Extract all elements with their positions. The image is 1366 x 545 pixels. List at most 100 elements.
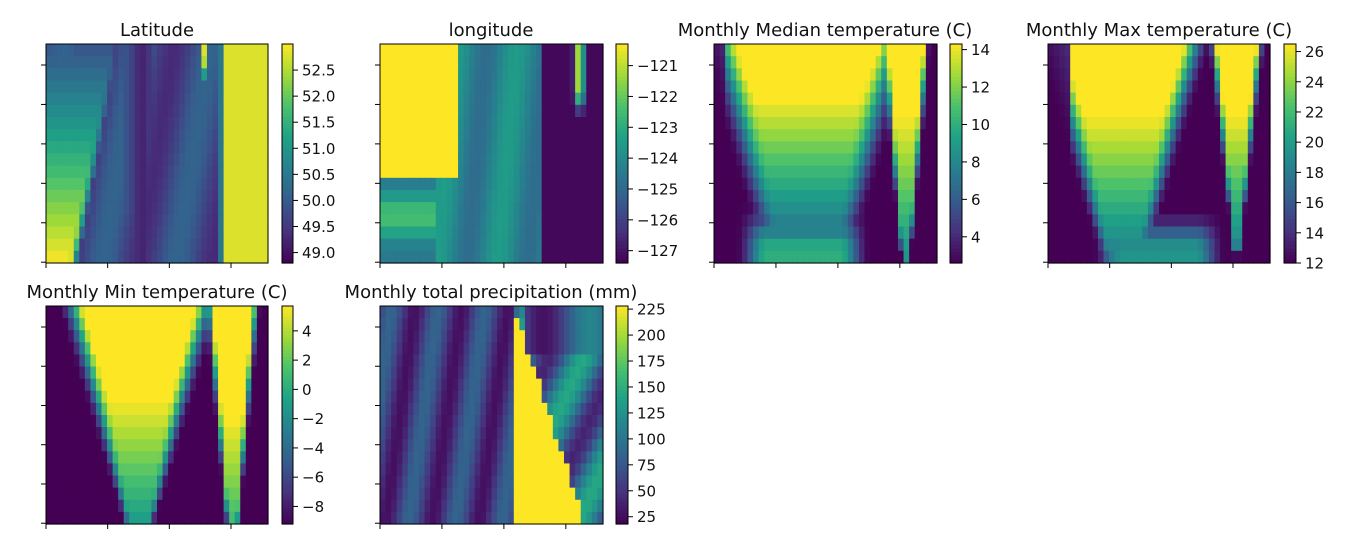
heatmap-cell bbox=[173, 463, 180, 477]
heatmap-cell bbox=[419, 366, 426, 380]
heatmap-cell bbox=[424, 402, 431, 416]
heatmap-cell bbox=[1048, 190, 1055, 203]
heatmap-cell bbox=[1064, 190, 1071, 203]
heatmap-cell bbox=[1142, 165, 1149, 179]
heatmap-cell bbox=[151, 439, 158, 452]
heatmap-cell bbox=[808, 177, 815, 191]
heatmap-cell bbox=[741, 238, 749, 252]
colorbar-tick-label: 50.5 bbox=[302, 166, 335, 184]
heatmap-cell bbox=[218, 117, 225, 130]
colorbar-segment bbox=[282, 102, 293, 107]
heatmap-cell bbox=[1081, 153, 1088, 167]
heatmap-cell bbox=[814, 226, 821, 240]
heatmap-cell bbox=[385, 56, 392, 69]
heatmap-cell bbox=[569, 92, 576, 106]
heatmap-cell bbox=[195, 153, 202, 167]
heatmap-cell bbox=[245, 250, 252, 264]
heatmap-cell bbox=[1114, 238, 1121, 252]
heatmap-cell bbox=[881, 104, 888, 118]
heatmap-cell bbox=[95, 330, 103, 343]
heatmap-cell bbox=[84, 202, 91, 215]
colorbar-segment bbox=[282, 44, 293, 49]
heatmap-cell bbox=[780, 56, 788, 69]
heatmap-cell bbox=[112, 202, 119, 215]
heatmap-cell bbox=[51, 214, 58, 228]
heatmap-cell bbox=[563, 92, 571, 106]
heatmap-cell bbox=[179, 487, 186, 501]
heatmap-cell bbox=[1147, 250, 1155, 264]
heatmap-cell bbox=[819, 129, 827, 142]
heatmap-cell bbox=[586, 250, 593, 264]
heatmap-cell bbox=[474, 378, 481, 392]
heatmap-cell bbox=[112, 487, 119, 501]
heatmap-cell bbox=[803, 177, 810, 191]
heatmap-cell bbox=[123, 511, 130, 525]
heatmap-cell bbox=[753, 104, 760, 118]
heatmap-cell bbox=[886, 141, 893, 155]
heatmap-cells bbox=[380, 44, 604, 264]
heatmap-cell bbox=[547, 129, 554, 142]
heatmap-cell bbox=[452, 238, 459, 252]
colorbar-segment bbox=[616, 509, 628, 514]
colorbar-segment bbox=[616, 175, 628, 180]
colorbar-segment bbox=[1284, 51, 1296, 56]
heatmap-cell bbox=[563, 44, 571, 57]
heatmap-cell bbox=[1136, 202, 1143, 215]
colorbar-segment bbox=[282, 389, 293, 394]
heatmap-cell bbox=[575, 390, 582, 404]
heatmap-cell bbox=[842, 238, 849, 252]
heatmap-cell bbox=[190, 378, 197, 392]
heatmap-cell bbox=[730, 177, 737, 191]
heatmap-cell bbox=[51, 202, 58, 215]
heatmap-cell bbox=[95, 190, 103, 203]
colorbar-segment bbox=[282, 491, 293, 496]
heatmap-cell bbox=[245, 190, 252, 203]
heatmap-cell bbox=[1258, 129, 1266, 142]
heatmap-cell bbox=[1164, 129, 1171, 142]
heatmap-cell bbox=[84, 451, 91, 465]
heatmap-cell bbox=[262, 141, 269, 155]
heatmap-cell bbox=[140, 499, 147, 513]
heatmap-cell bbox=[1208, 80, 1216, 94]
heatmap-cell bbox=[51, 177, 58, 191]
heatmap-cell bbox=[1181, 165, 1188, 179]
heatmap-cell bbox=[195, 354, 202, 368]
heatmap-cell bbox=[206, 165, 214, 179]
heatmap-cell bbox=[480, 463, 487, 477]
colorbar-segment bbox=[1284, 62, 1296, 67]
heatmap-cell bbox=[914, 226, 921, 240]
heatmap-cell bbox=[402, 499, 409, 513]
heatmap-cell bbox=[1242, 238, 1249, 252]
heatmap-cell bbox=[819, 165, 827, 179]
heatmap-cell bbox=[563, 487, 571, 501]
heatmap-cell bbox=[836, 177, 843, 191]
heatmap-cell bbox=[396, 487, 403, 501]
heatmap-cell bbox=[1242, 250, 1249, 264]
colorbar-segment bbox=[616, 44, 628, 49]
heatmap-cell bbox=[90, 306, 97, 319]
colorbar: −127−126−125−124−123−122−121 bbox=[615, 43, 678, 264]
heatmap-cell bbox=[262, 190, 269, 203]
heatmap-cell bbox=[441, 330, 448, 343]
heatmap-cell bbox=[1231, 129, 1238, 142]
heatmap-cell bbox=[1164, 153, 1171, 167]
heatmap-cell bbox=[819, 177, 827, 191]
heatmap-cell bbox=[1070, 238, 1077, 252]
heatmap-cell bbox=[541, 306, 548, 319]
heatmap-cell bbox=[825, 92, 832, 106]
heatmap-cell bbox=[508, 463, 515, 477]
heatmap-cell bbox=[1170, 202, 1177, 215]
heatmap-cell bbox=[212, 451, 219, 465]
heatmap-cell bbox=[256, 117, 264, 130]
heatmap-cell bbox=[162, 342, 169, 356]
heatmap-cell bbox=[424, 190, 431, 203]
heatmap-cell bbox=[497, 92, 504, 106]
heatmap-cell bbox=[474, 104, 481, 118]
heatmap-cell bbox=[458, 250, 465, 264]
heatmap-cell bbox=[1253, 250, 1260, 264]
heatmap-cell bbox=[173, 390, 180, 404]
heatmap-cell bbox=[380, 402, 387, 416]
heatmap-cell bbox=[223, 511, 230, 525]
heatmap-cell bbox=[1097, 129, 1105, 142]
